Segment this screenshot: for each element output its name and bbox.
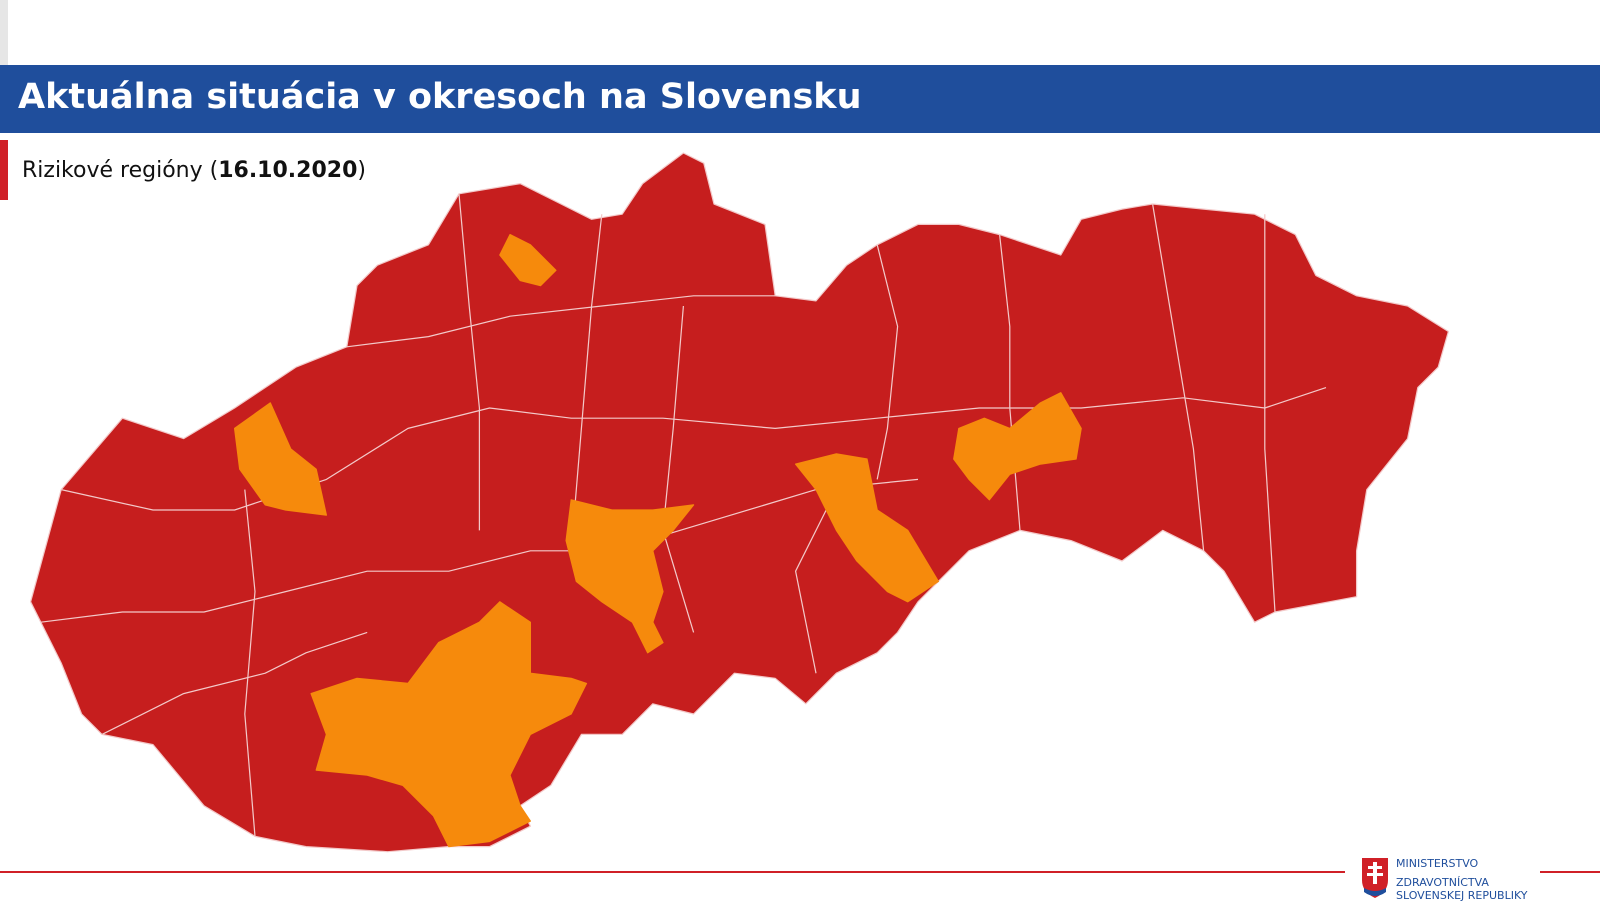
subtitle-date: 16.10.2020 xyxy=(218,158,358,183)
logo-emblem xyxy=(1362,858,1388,898)
logo-line: ZDRAVOTNÍCTVA xyxy=(1396,876,1489,889)
subtitle-accent xyxy=(0,140,8,200)
orange-districts xyxy=(233,233,1082,848)
logo-line: SLOVENSKEJ REPUBLIKY xyxy=(1396,889,1528,902)
subtitle-suffix: ) xyxy=(357,158,366,183)
logo-text: MINISTERSTVO ZDRAVOTNÍCTVA SLOVENSKEJ RE… xyxy=(1396,857,1528,902)
country-outline xyxy=(29,152,1450,853)
title: Aktuálna situácia v okresoch na Slovensk… xyxy=(18,77,862,117)
subtitle: Rizikové regióny (16.10.2020) xyxy=(22,158,366,183)
logo-line: MINISTERSTVO xyxy=(1396,857,1479,870)
top-accent xyxy=(0,0,8,65)
title-bar: Aktuálna situácia v okresoch na Slovensk… xyxy=(0,65,1600,133)
subtitle-prefix: Rizikové regióny ( xyxy=(22,158,219,183)
